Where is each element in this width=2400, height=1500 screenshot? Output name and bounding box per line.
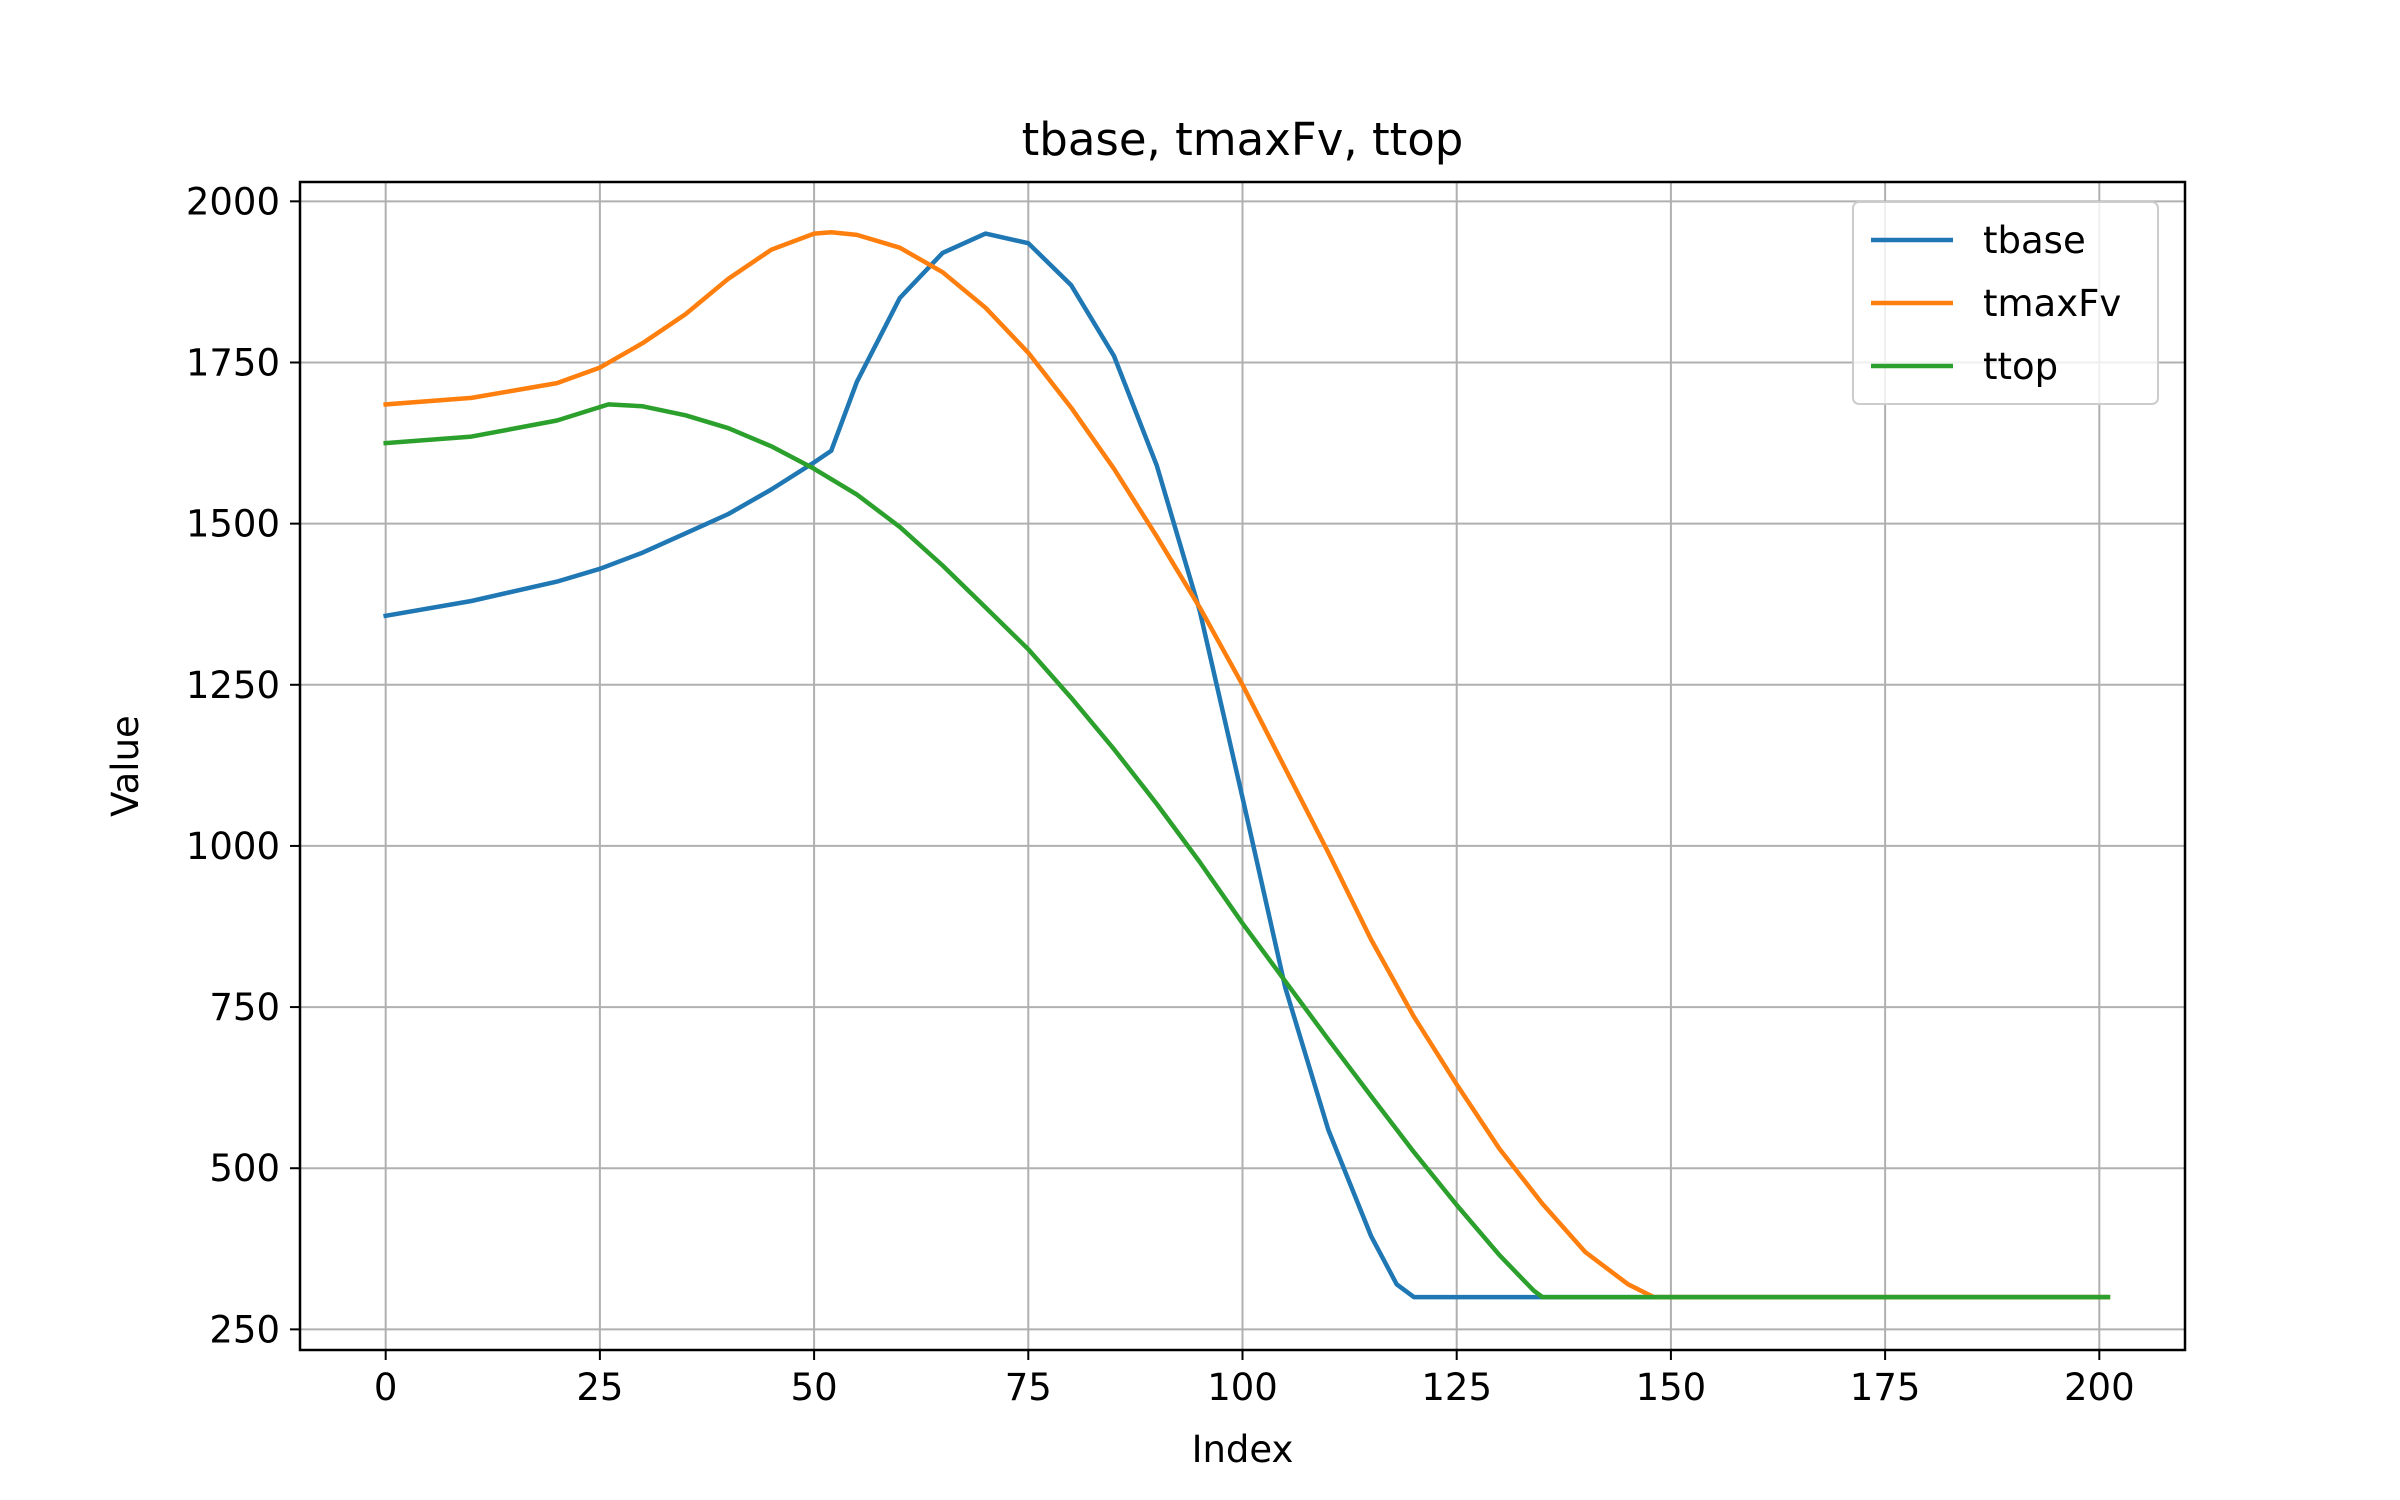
y-tick-label: 750: [209, 986, 280, 1029]
legend-label-ttop: ttop: [1983, 345, 2058, 388]
series-line-tbase: [383, 231, 2111, 1300]
x-tick-label: 175: [1850, 1366, 1921, 1409]
x-tick-label: 25: [576, 1366, 623, 1409]
legend: tbase tmaxFv ttop: [1852, 201, 2159, 405]
y-tick-label: 1750: [186, 341, 280, 384]
y-axis-ticks: 250 500 750 1000 1250 1500 1750 2000: [186, 180, 300, 1351]
legend-label-tbase: tbase: [1983, 219, 2086, 262]
x-axis-ticks: 0 25 50 75 100 125 150 175 200: [374, 1350, 2135, 1409]
x-axis-label: Index: [1192, 1428, 1294, 1471]
y-tick-label: 1500: [186, 503, 280, 546]
series-line-tmaxFv: [383, 230, 2111, 1300]
series-lines: [383, 230, 2111, 1300]
x-tick-label: 200: [2064, 1366, 2135, 1409]
x-tick-label: 50: [791, 1366, 838, 1409]
y-tick-label: 1000: [186, 825, 280, 868]
y-tick-label: 250: [209, 1308, 280, 1351]
chart-title: tbase, tmaxFv, ttop: [1022, 113, 1464, 166]
y-tick-label: 2000: [186, 180, 280, 223]
legend-label-tmaxFv: tmaxFv: [1983, 282, 2121, 325]
x-tick-label: 125: [1421, 1366, 1492, 1409]
y-tick-label: 1250: [186, 664, 280, 707]
x-tick-label: 150: [1636, 1366, 1707, 1409]
x-tick-label: 0: [374, 1366, 398, 1409]
x-tick-label: 100: [1207, 1366, 1278, 1409]
y-tick-label: 500: [209, 1147, 280, 1190]
series-line-ttop: [383, 402, 2111, 1300]
y-axis-label: Value: [104, 715, 147, 817]
legend-box: [1852, 201, 2159, 405]
x-tick-label: 75: [1005, 1366, 1052, 1409]
